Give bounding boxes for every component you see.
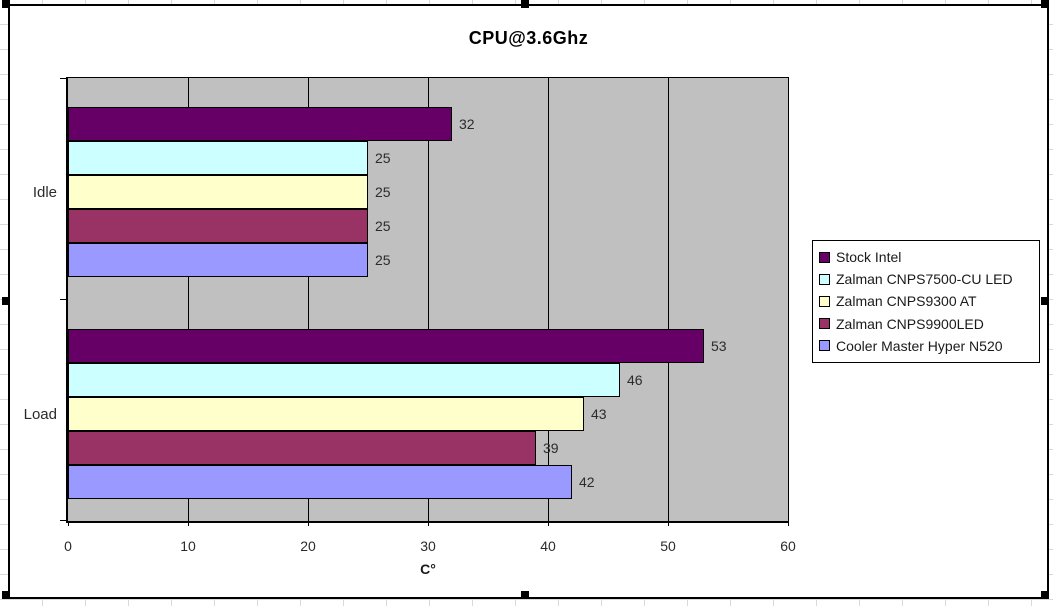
data-label: 53: [711, 338, 727, 354]
selection-handle-bottom-left[interactable]: [2, 591, 10, 599]
bar-idle-1[interactable]: [68, 107, 452, 141]
x-axis-tick: [187, 522, 189, 526]
selection-handle-top-right[interactable]: [1041, 0, 1049, 8]
x-axis-tick: [67, 522, 69, 526]
bar-load-4[interactable]: [68, 431, 536, 465]
gridline: [667, 78, 669, 521]
selection-handle-bottom-right[interactable]: [1041, 591, 1049, 599]
selection-handle-bottom-middle[interactable]: [521, 591, 529, 599]
legend-item[interactable]: Zalman CNPS9300 AT: [819, 293, 1039, 309]
plot-area[interactable]: 32 25 25 25 25 53 46 43 39 42: [66, 77, 789, 523]
x-axis-tick: [667, 522, 669, 526]
gridline: [307, 78, 309, 521]
legend-label: Zalman CNPS7500-CU LED: [836, 271, 1013, 288]
data-label: 43: [591, 406, 607, 422]
legend-label: Zalman CNPS9300 AT: [836, 293, 977, 310]
legend-item[interactable]: Cooler Master Hyper N520: [819, 338, 1039, 354]
gridline: [187, 78, 189, 521]
legend-swatch-icon: [819, 318, 830, 330]
legend-swatch-icon: [819, 273, 830, 285]
x-axis-tick-label: 20: [300, 538, 316, 554]
selection-handle-middle-left[interactable]: [2, 297, 10, 305]
legend-swatch-icon: [819, 251, 830, 263]
y-axis-tick: [60, 78, 66, 79]
gridline: [547, 78, 549, 521]
bar-load-3[interactable]: [68, 397, 584, 431]
selection-handle-top-left[interactable]: [2, 0, 10, 8]
data-label: 25: [375, 184, 391, 200]
data-label: 25: [375, 150, 391, 166]
chart-title[interactable]: CPU@3.6Ghz: [468, 28, 589, 48]
x-axis-tick-label: 40: [540, 538, 556, 554]
data-label: 42: [579, 474, 595, 490]
x-axis-tick-label: 0: [64, 538, 72, 554]
x-axis-tick: [547, 522, 549, 526]
legend-label: Cooler Master Hyper N520: [836, 337, 1003, 354]
legend-swatch-icon: [819, 340, 830, 352]
x-axis-tick-label: 10: [180, 538, 196, 554]
legend-label: Zalman CNPS9900LED: [836, 315, 984, 332]
legend-item[interactable]: Zalman CNPS9900LED: [819, 316, 1039, 332]
bar-load-1[interactable]: [68, 329, 704, 363]
legend-item[interactable]: Zalman CNPS7500-CU LED: [819, 271, 1039, 287]
data-label: 25: [375, 218, 391, 234]
x-axis-tick-label: 30: [420, 538, 436, 554]
data-label: 39: [543, 440, 559, 456]
data-label: 46: [627, 372, 643, 388]
data-label: 32: [459, 116, 475, 132]
x-axis-tick-label: 50: [660, 538, 676, 554]
chart-object[interactable]: CPU@3.6Ghz 32 25 25 25 25 53 46 43 39 42 C° Stock…: [8, 4, 1049, 599]
y-axis-tick: [60, 520, 66, 521]
y-axis-tick: [60, 299, 66, 300]
selection-handle-top-middle[interactable]: [521, 0, 529, 8]
x-axis-title: C°: [420, 561, 436, 577]
x-axis-tick: [307, 522, 309, 526]
category-label-load: Load: [23, 406, 57, 423]
legend-swatch-icon: [819, 295, 830, 307]
legend[interactable]: Stock Intel Zalman CNPS7500-CU LED Zalman …: [812, 240, 1040, 363]
bar-idle-2[interactable]: [68, 141, 368, 175]
bar-load-2[interactable]: [68, 363, 620, 397]
bar-load-5[interactable]: [68, 465, 572, 499]
selection-handle-middle-right[interactable]: [1041, 297, 1049, 305]
x-axis-tick-label: 60: [780, 538, 796, 554]
x-axis-tick: [787, 522, 789, 526]
bar-idle-5[interactable]: [68, 243, 368, 277]
bar-idle-4[interactable]: [68, 209, 368, 243]
category-label-idle: Idle: [32, 184, 57, 201]
gridline: [427, 78, 429, 521]
bar-idle-3[interactable]: [68, 175, 368, 209]
data-label: 25: [375, 252, 391, 268]
legend-label: Stock Intel: [836, 249, 902, 266]
x-axis-tick: [427, 522, 429, 526]
legend-item[interactable]: Stock Intel: [819, 249, 1039, 265]
